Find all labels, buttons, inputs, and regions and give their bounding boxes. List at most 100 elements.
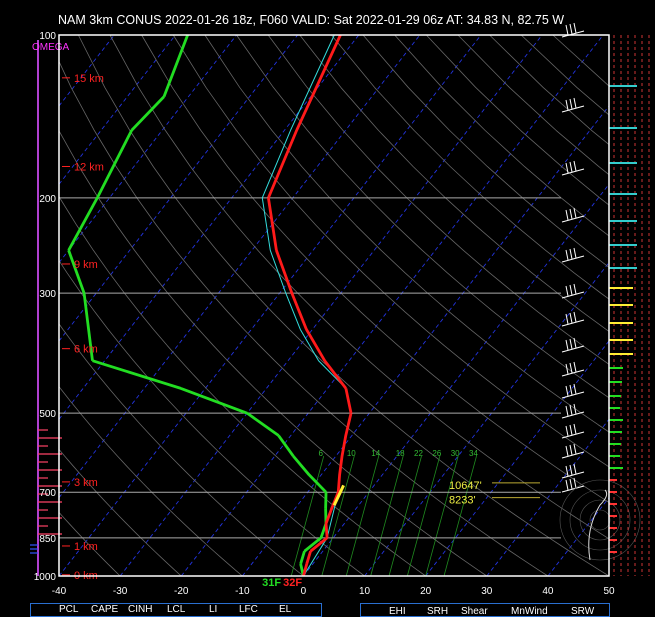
- temperature-line: [267, 34, 353, 577]
- dry-adiabat: [141, 34, 610, 503]
- isotherm-lines: [58, 34, 610, 577]
- isotherm: [58, 34, 421, 498]
- dry-adiabat: [58, 130, 488, 577]
- wind-barb-flag: [565, 385, 569, 397]
- dry-adiabat: [457, 34, 610, 175]
- wind-barb-flag: [569, 444, 573, 456]
- wind-barb-flag: [565, 479, 569, 491]
- level-label: 8233': [449, 495, 476, 507]
- dry-adiabat: [236, 34, 610, 399]
- wind-barb-staff: [561, 391, 585, 399]
- x-tick-label: -20: [174, 586, 189, 597]
- isotherm: [425, 340, 610, 577]
- x-tick-label: -30: [113, 586, 128, 597]
- dry-adiabat: [520, 34, 610, 116]
- dry-adiabat: [58, 61, 549, 577]
- height-label: 12 km: [74, 161, 104, 173]
- mixing-ratio-lines: 6 10 14 18 22 26 30 34: [290, 449, 479, 577]
- isotherm: [241, 105, 610, 577]
- x-tick-label: -10: [235, 586, 250, 597]
- wind-barb-flag: [573, 477, 577, 489]
- mixing-ratio-line: [406, 455, 441, 577]
- wind-barb-flag: [565, 425, 569, 437]
- hodograph-inset: [559, 479, 641, 561]
- dry-adiabat: [394, 34, 610, 237]
- dry-adiabat: [331, 34, 610, 300]
- wind-barb-flag: [569, 23, 573, 35]
- mixing-ratio-label: 18: [396, 449, 405, 458]
- mixing-ratio-line: [425, 455, 459, 577]
- wind-barb-flag: [573, 443, 577, 455]
- dry-adiabat-lines: [58, 34, 610, 577]
- wind-barb-flag: [573, 337, 577, 349]
- dry-adiabat: [204, 34, 610, 433]
- wind-barb-flag: [573, 160, 577, 172]
- wind-barb-flag: [573, 283, 577, 295]
- wind-barb-flag: [569, 208, 573, 220]
- mixing-ratio-label: 14: [371, 449, 380, 458]
- isotherm: [58, 34, 360, 420]
- col-shear: Shear: [461, 606, 488, 617]
- wind-barb-staff: [561, 471, 585, 479]
- pressure-label: 100: [39, 31, 56, 42]
- mixing-ratio-line: [290, 455, 325, 577]
- wind-barb-staff: [561, 215, 585, 223]
- height-label: 3 km: [74, 477, 98, 489]
- dry-adiabat: [172, 34, 610, 468]
- wind-barb-flag: [573, 22, 577, 34]
- mixing-ratio-line: [370, 455, 404, 577]
- dry-adiabat: [489, 34, 610, 145]
- col-lcl: LCL: [167, 604, 186, 615]
- isotherm: [180, 34, 604, 577]
- wind-barb-flag: [565, 24, 569, 36]
- hodo-trace: [588, 489, 608, 561]
- wind-barb-staff: [561, 369, 585, 377]
- wind-barbs: [561, 22, 585, 493]
- x-tick-label: 50: [603, 586, 615, 597]
- wind-barb-flag: [565, 249, 569, 261]
- mixing-ratio-line: [388, 455, 422, 577]
- wind-barb-flag: [565, 405, 569, 417]
- isotherm: [58, 34, 299, 342]
- hodo-ring: [569, 489, 631, 551]
- dry-adiabat: [58, 196, 426, 577]
- isotherm: [547, 497, 610, 577]
- wind-barb-staff: [561, 168, 585, 176]
- mixing-ratio-label: 10: [347, 449, 356, 458]
- wind-barb-flag: [565, 465, 569, 477]
- height-label: 15 km: [74, 73, 104, 85]
- isotherm: [364, 262, 610, 577]
- col-ehi: EHI: [389, 606, 406, 617]
- omega-profile: [30, 40, 62, 576]
- chart-title: NAM 3km CONUS 2022-01-26 18z, F060 VALID…: [58, 13, 565, 27]
- col-el: EL: [279, 604, 292, 615]
- plot-border: [58, 34, 610, 577]
- dry-adiabat: [267, 34, 610, 365]
- wind-barb-flag: [573, 311, 577, 323]
- wind-barb-flag: [573, 207, 577, 219]
- wind-barb-flag: [573, 361, 577, 373]
- dry-adiabat: [426, 34, 610, 206]
- mixing-ratio-label: 34: [469, 449, 478, 458]
- dry-adiabat: [299, 34, 610, 332]
- hodo-ring: [579, 499, 621, 541]
- wind-barb-flag: [569, 284, 573, 296]
- mixing-ratio-line: [345, 455, 380, 577]
- wind-barb-flag: [565, 445, 569, 457]
- wind-barb-flag: [573, 97, 577, 109]
- wind-barb-flag: [565, 99, 569, 111]
- col-pcl: PCL: [59, 604, 79, 615]
- dewpoint-line: [67, 34, 328, 577]
- x-tick-label: -40: [52, 586, 67, 597]
- isotherm: [58, 34, 115, 107]
- x-tick-label: 10: [359, 586, 371, 597]
- isotherm: [119, 34, 543, 577]
- wind-barb-flag: [569, 98, 573, 110]
- wind-barb-flag: [573, 423, 577, 435]
- wind-barb-staff: [561, 411, 585, 419]
- wind-barb-staff: [561, 105, 585, 113]
- x-tick-label: 0: [301, 586, 307, 597]
- dry-adiabat: [58, 386, 243, 577]
- wind-barb-staff: [561, 431, 585, 439]
